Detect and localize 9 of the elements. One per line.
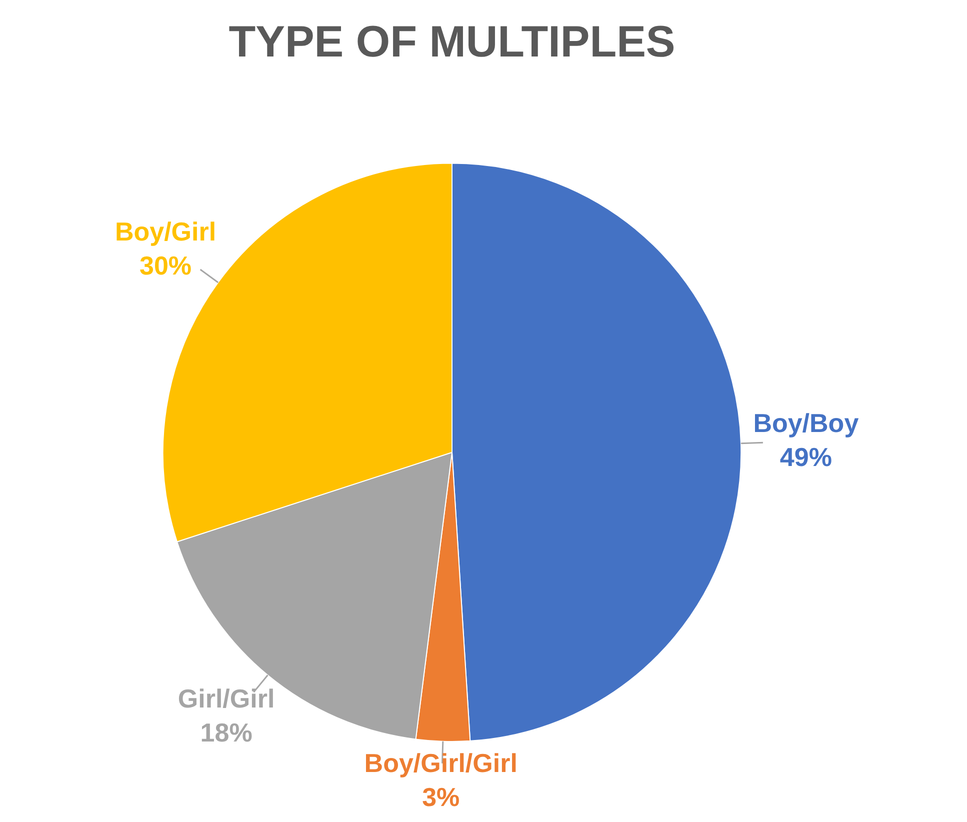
slice-label: Girl/Girl <box>178 684 275 714</box>
data-label: 18% <box>200 718 252 748</box>
data-label: 49% <box>780 442 832 472</box>
slice-label: Boy/Girl/Girl <box>364 748 518 778</box>
chart-title: TYPE OF MULTIPLES <box>228 18 676 67</box>
slice-label: Boy/Girl <box>114 216 216 246</box>
data-label: 3% <box>422 782 460 812</box>
data-label: 30% <box>140 250 192 280</box>
slice-label: Boy/Boy <box>753 408 860 438</box>
